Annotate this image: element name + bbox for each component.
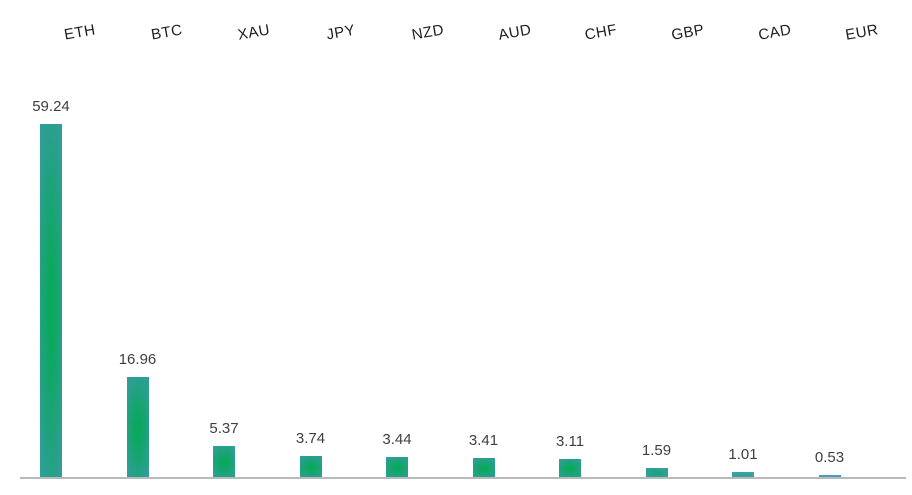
bar-eur [818,475,841,478]
category-label-jpy: JPY [324,21,357,44]
bar-btc [126,377,149,478]
x-axis-line [20,477,906,479]
value-label-eth: 59.24 [32,98,70,115]
bar-chf [559,459,581,478]
category-label-aud: AUD [496,21,533,44]
bar-aud [472,458,495,478]
category-label-gbp: GBP [670,21,707,44]
bar-xau [213,446,235,478]
bar-jpy [299,456,322,478]
bar-gbp [645,468,668,478]
value-label-nzd: 3.44 [382,431,412,448]
value-label-xau: 5.37 [209,420,239,437]
bar-nzd [386,457,408,478]
value-label-chf: 3.11 [555,433,585,450]
value-label-cad: 1.01 [728,446,758,463]
category-label-xau: XAU [236,21,272,44]
category-label-chf: CHF [583,21,619,44]
category-label-nzd: NZD [410,21,445,44]
value-label-gbp: 1.59 [641,442,672,459]
value-label-eur: 0.53 [814,449,845,466]
category-label-btc: BTC [149,21,184,44]
value-label-aud: 3.41 [468,432,499,449]
category-label-eth: ETH [62,21,97,44]
value-label-btc: 16.96 [118,351,157,368]
bar-eth [40,124,62,478]
category-label-eur: EUR [844,21,880,44]
category-label-cad: CAD [757,21,793,44]
value-label-jpy: 3.74 [295,430,326,447]
bar-cad [732,472,754,478]
